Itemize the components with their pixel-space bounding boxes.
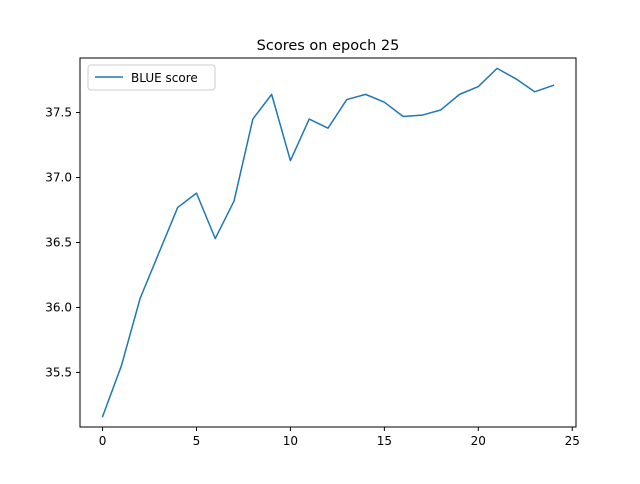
plot-area bbox=[101, 67, 555, 418]
x-axis: 0 5 10 15 20 25 bbox=[99, 427, 580, 448]
y-axis: 35.5 36.0 36.5 37.0 37.5 bbox=[45, 106, 80, 379]
y-tick-label: 36.5 bbox=[45, 236, 72, 250]
x-tick-label: 15 bbox=[377, 434, 392, 448]
y-tick-label: 37.5 bbox=[45, 106, 72, 120]
y-tick-label: 37.0 bbox=[45, 171, 72, 185]
x-tick-label: 10 bbox=[283, 434, 298, 448]
legend-box bbox=[87, 64, 216, 91]
series-line bbox=[101, 67, 555, 418]
x-tick-label: 25 bbox=[565, 434, 580, 448]
legend: BLUE score bbox=[87, 64, 216, 91]
x-tick-label: 0 bbox=[99, 434, 107, 448]
legend-label: BLUE score bbox=[131, 71, 198, 85]
y-tick-label: 36.0 bbox=[45, 300, 72, 314]
y-tick-label: 35.5 bbox=[45, 365, 72, 379]
x-tick-label: 20 bbox=[471, 434, 486, 448]
x-tick-label: 5 bbox=[193, 434, 201, 448]
chart-title: Scores on epoch 25 bbox=[257, 38, 400, 54]
